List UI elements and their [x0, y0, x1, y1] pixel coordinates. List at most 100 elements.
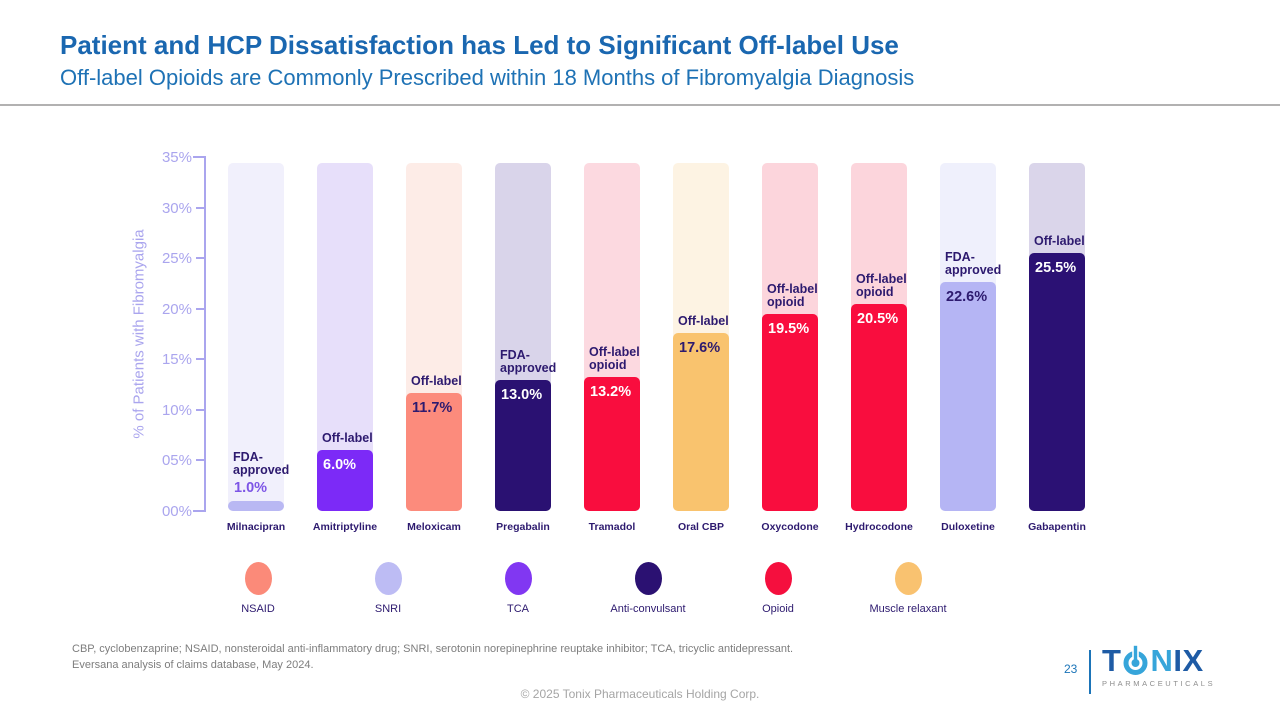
bar-annotation: Off-label: [322, 431, 373, 445]
bar-annotation: Off-label: [1034, 234, 1085, 248]
bar-duloxetine: FDA- approved 22.6% Duloxetine: [940, 157, 1001, 533]
legend-item-anti-convulsant: Anti-convulsant: [583, 562, 713, 615]
legend-item-snri: SNRI: [323, 562, 453, 615]
legend-label: NSAID: [241, 603, 275, 615]
bar-category-label: Oxycodone: [761, 521, 819, 533]
bar-track: [228, 163, 284, 511]
bar-fill: [940, 282, 996, 511]
bar-annotation: FDA- approved: [945, 250, 1002, 277]
legend-swatch-icon: [634, 562, 662, 595]
bar-category-label: Tramadol: [588, 521, 636, 533]
legend-item-muscle-relaxant: Muscle relaxant: [843, 562, 973, 615]
bar-category-label: Oral CBP: [677, 521, 725, 533]
legend-swatch-icon: [894, 562, 922, 595]
bar-amitriptyline: Off-label 6.0% Amitriptyline: [313, 157, 377, 533]
bar-value: 17.6%: [679, 340, 721, 356]
bar-annotation: Off-label opioid: [856, 272, 907, 299]
footer-divider: [1089, 650, 1091, 694]
bar-value: 13.0%: [501, 387, 543, 403]
y-axis-tick: [196, 257, 205, 260]
logo-wordmark: T N IX: [1102, 645, 1215, 676]
y-axis-tick-label: 30%: [161, 199, 192, 217]
legend-label: Muscle relaxant: [869, 603, 947, 615]
tonix-logo: T N IX PHARMACEUTICALS: [1102, 645, 1215, 688]
bar-annotation: Off-label: [411, 374, 462, 388]
bar-value: 11.7%: [412, 400, 453, 416]
bar-fill: [762, 314, 818, 511]
page-title: Patient and HCP Dissatisfaction has Led …: [60, 30, 899, 60]
bar-category-label: Duloxetine: [941, 521, 995, 533]
bar-fill: [1029, 253, 1085, 511]
legend-swatch-icon: [374, 562, 402, 595]
chart-legend: NSAID SNRI TCA Anti-convulsant Opioid Muscle …: [193, 562, 973, 615]
y-axis-tick: [193, 156, 206, 158]
legend-label: Anti-convulsant: [610, 603, 686, 615]
bar-fill: [673, 333, 729, 511]
legend-item-tca: TCA: [453, 562, 583, 615]
footnote-line-2: Eversana analysis of claims database, Ma…: [72, 659, 314, 671]
bar-fill: [406, 393, 462, 511]
bar-value: 20.5%: [857, 311, 899, 327]
bar-annotation: FDA- approved: [233, 450, 290, 477]
y-axis-tick-label: 20%: [161, 300, 192, 318]
logo-letters-ix: IX: [1173, 643, 1204, 678]
y-axis-tick: [196, 408, 205, 411]
legend-item-nsaid: NSAID: [193, 562, 323, 615]
bar-meloxicam: Off-label 11.7% Meloxicam: [406, 157, 462, 533]
bar-category-label: Gabapentin: [1028, 521, 1086, 533]
bar-fill: [495, 380, 551, 511]
legend-item-opioid: Opioid: [713, 562, 843, 615]
bar-category-label: Milnacipran: [226, 521, 286, 533]
legend-label: SNRI: [374, 603, 402, 615]
bar-hydrocodone: Off-label opioid 20.5% Hydrocodone: [845, 157, 913, 533]
title-divider: [0, 104, 1280, 106]
y-axis-line: [204, 157, 206, 512]
bar-value: 19.5%: [768, 321, 810, 337]
bar-tramadol: Off-label opioid 13.2% Tramadol: [584, 157, 640, 533]
bar-value: 6.0%: [323, 457, 357, 473]
bar-fill: [584, 377, 640, 511]
y-axis-tick: [196, 358, 205, 361]
copyright-text: © 2025 Tonix Pharmaceuticals Holding Cor…: [520, 687, 760, 701]
y-axis-title: % of Patients with Fibromyalgia: [130, 229, 148, 439]
bar-value: 22.6%: [946, 289, 988, 305]
footnote: CBP, cyclobenzaprine; NSAID, nonsteroida…: [72, 641, 793, 673]
legend-swatch-icon: [504, 562, 532, 595]
bar-oral-cbp: Off-label 17.6% Oral CBP: [673, 157, 729, 533]
y-axis-tick-label: 15%: [161, 351, 192, 369]
footnote-line-1: CBP, cyclobenzaprine; NSAID, nonsteroida…: [72, 643, 794, 655]
y-axis-tick-label: 00%: [161, 503, 192, 520]
bar-pregabalin: FDA- approved 13.0% Pregabalin: [495, 157, 556, 533]
logo-letter-n: N: [1150, 643, 1174, 678]
legend-label: TCA: [507, 603, 529, 615]
bar-annotation: Off-label opioid: [767, 282, 818, 309]
y-axis-tick: [193, 510, 206, 512]
bar-milnacipran: FDA- approved 1.0% Milnacipran: [227, 157, 289, 533]
header: Patient and HCP Dissatisfaction has Led …: [60, 30, 914, 91]
bar-annotation: Off-label opioid: [589, 345, 640, 372]
y-axis-tick-label: 05%: [161, 452, 192, 470]
y-axis-tick-label: 10%: [161, 401, 192, 419]
bar-gabapentin: Off-label 25.5% Gabapentin: [1028, 157, 1086, 533]
legend-swatch-icon: [244, 562, 272, 595]
bar-category-label: Hydrocodone: [845, 521, 913, 533]
bar-category-label: Amitriptyline: [312, 521, 378, 533]
y-axis-tick-label: 25%: [161, 250, 192, 268]
legend-swatch-icon: [764, 562, 792, 595]
legend-label: Opioid: [762, 603, 794, 615]
y-axis-tick: [196, 459, 205, 462]
y-axis-tick: [196, 206, 205, 209]
logo-power-o-icon: [1123, 645, 1148, 675]
bar-value: 1.0%: [234, 480, 268, 496]
bar-category-label: Meloxicam: [407, 521, 461, 533]
bar-oxycodone: Off-label opioid 19.5% Oxycodone: [761, 157, 819, 533]
y-axis-tick: [196, 307, 205, 310]
bars: FDA- approved 1.0% Milnacipran Off-label 6.0…: [227, 157, 1086, 533]
bar-annotation: FDA- approved: [500, 348, 557, 375]
bar-annotation: Off-label: [678, 314, 729, 328]
logo-subtext: PHARMACEUTICALS: [1102, 679, 1216, 688]
bar-category-label: Pregabalin: [496, 521, 550, 533]
bar-fill: [317, 450, 373, 511]
